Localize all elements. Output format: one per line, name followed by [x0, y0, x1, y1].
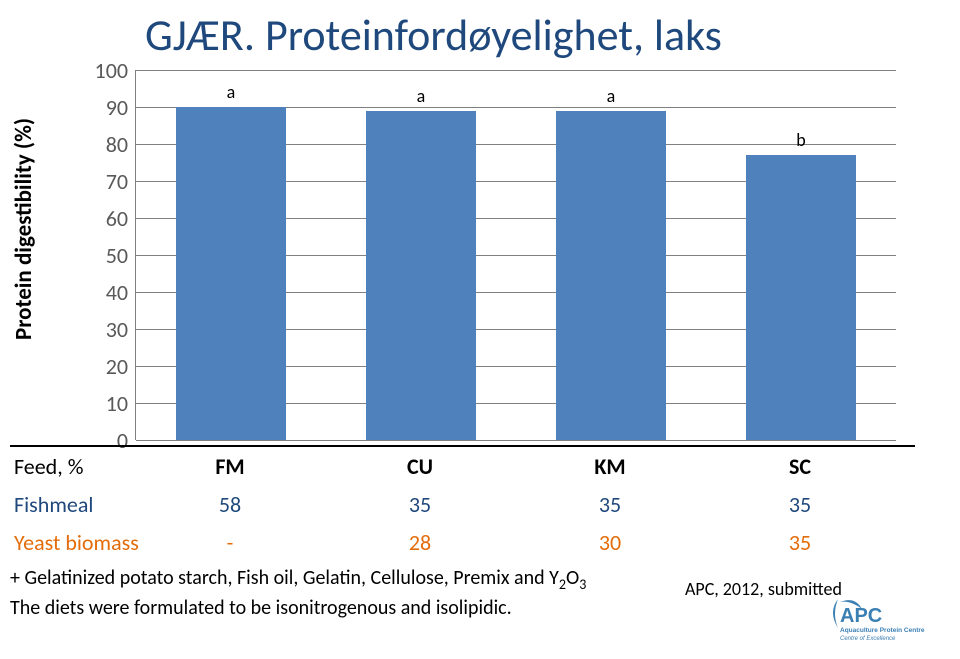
y-tick-label: 60	[88, 205, 128, 232]
table-cell: 35	[325, 491, 515, 518]
y-tick-label: 30	[88, 316, 128, 343]
footnote-2: The diets were formulated to be isonitro…	[10, 596, 512, 620]
table-header-row: Feed, %FMCUKMSC	[10, 447, 915, 485]
table-cell: 35	[705, 529, 895, 556]
y-axis-label: Protein digestibility (%)	[10, 118, 38, 340]
y-tick-label: 20	[88, 353, 128, 380]
table-row: Yeast biomass-283035	[10, 523, 915, 561]
apc-logo: APC Aquaculture Protein Centre Centre of…	[810, 594, 950, 649]
chart-title: GJÆR. Proteinfordøyelighet, laks	[145, 8, 722, 62]
significance-label: a	[176, 81, 286, 103]
data-table: Feed, %FMCUKMSCFishmeal58353535Yeast bio…	[10, 445, 915, 561]
gridline	[136, 70, 896, 71]
table-cell: 30	[515, 529, 705, 556]
y-tick-label: 50	[88, 242, 128, 269]
plot-region: a a a b	[135, 70, 895, 440]
table-column-header: CU	[325, 453, 515, 480]
significance-label: a	[556, 85, 666, 107]
y-tick-label: 100	[88, 57, 128, 84]
table-cell: 58	[135, 491, 325, 518]
table-cell: 28	[325, 529, 515, 556]
y-tick-label: 90	[88, 94, 128, 121]
logo-sub2: Centre of Excellence	[840, 636, 896, 642]
bar	[176, 107, 286, 440]
table-cell: -	[135, 529, 325, 556]
gridline	[136, 440, 896, 441]
bar	[556, 111, 666, 440]
bar	[746, 155, 856, 440]
y-tick-label: 80	[88, 131, 128, 158]
significance-label: a	[366, 85, 476, 107]
table-cell: 35	[705, 491, 895, 518]
y-tick-label: 40	[88, 279, 128, 306]
table-column-header: KM	[515, 453, 705, 480]
table-column-header: FM	[135, 453, 325, 480]
significance-label: b	[746, 129, 856, 151]
footnote-1: + Gelatinized potato starch, Fish oil, G…	[10, 566, 586, 593]
table-cell: 35	[515, 491, 705, 518]
table-row: Fishmeal58353535	[10, 485, 915, 523]
chart-area: a a a b	[135, 70, 895, 440]
y-tick-label: 70	[88, 168, 128, 195]
table-column-header: SC	[705, 453, 895, 480]
logo-main-text: APC	[840, 605, 882, 627]
bar	[366, 111, 476, 440]
y-tick-label: 10	[88, 390, 128, 417]
logo-sub1: Aquaculture Protein Centre	[840, 627, 925, 634]
